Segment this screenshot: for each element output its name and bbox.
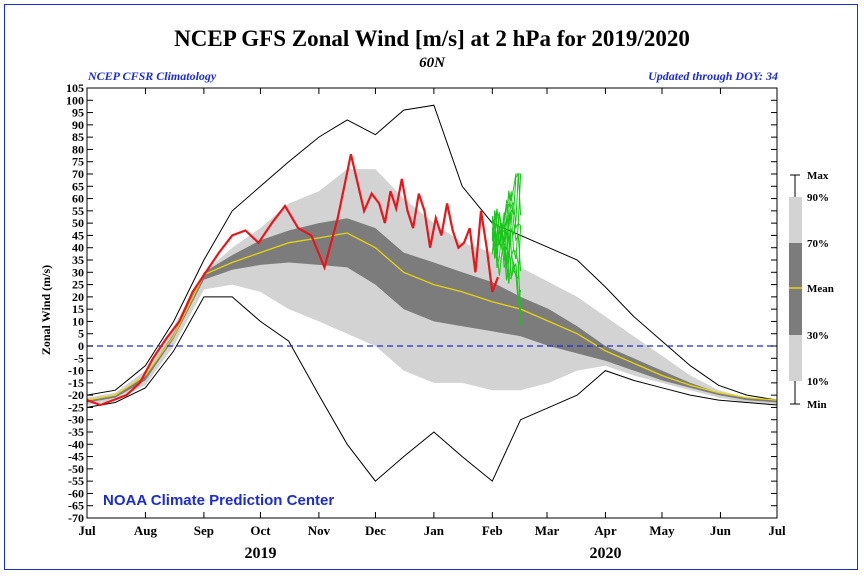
climatology-note: NCEP CFSR Climatology bbox=[87, 69, 217, 83]
credit-text: NOAA Climate Prediction Center bbox=[103, 492, 334, 509]
legend-label: Mean bbox=[807, 283, 834, 295]
y-tick-label: 35 bbox=[72, 253, 84, 267]
band-30-70 bbox=[87, 218, 777, 403]
y-tick-label: -60 bbox=[68, 486, 84, 500]
chart-title: NCEP GFS Zonal Wind [m/s] at 2 hPa for 2… bbox=[174, 26, 690, 51]
y-tick-label: -40 bbox=[68, 437, 84, 451]
y-axis-label: Zonal Wind (m/s) bbox=[39, 265, 53, 355]
y-tick-label: -15 bbox=[68, 376, 84, 390]
y-tick-label: 40 bbox=[72, 241, 84, 255]
y-tick-label: 25 bbox=[72, 278, 84, 292]
y-tick-label: -45 bbox=[68, 450, 84, 464]
ensemble-member-line bbox=[491, 173, 521, 268]
x-tick-label: Nov bbox=[308, 523, 331, 538]
x-tick-label: Feb bbox=[482, 523, 503, 538]
y-tick-label: -30 bbox=[68, 413, 84, 427]
legend-label: 30% bbox=[807, 330, 829, 342]
y-tick-label: 80 bbox=[72, 142, 84, 156]
y-tick-label: 90 bbox=[72, 118, 84, 132]
y-tick-label: 0 bbox=[78, 339, 84, 353]
max-line bbox=[86, 104, 778, 401]
y-tick-label: 45 bbox=[72, 228, 84, 242]
year-label: 2020 bbox=[589, 545, 621, 562]
x-tick-label: Jun bbox=[710, 523, 732, 538]
ensemble-member-line bbox=[491, 191, 522, 272]
legend: Max 90% 70% Mean 30% 10% Min bbox=[789, 170, 834, 411]
x-tick-label: Jul bbox=[768, 523, 786, 538]
plot-border bbox=[86, 87, 778, 519]
y-tick-label: 75 bbox=[72, 155, 84, 169]
y-tick-label: 5 bbox=[78, 327, 84, 341]
y-tick-label: -35 bbox=[68, 425, 84, 439]
axes: 1051009590858075706560555045403530252015… bbox=[66, 81, 786, 562]
x-tick-label: Mar bbox=[535, 523, 560, 538]
y-tick-label: -70 bbox=[68, 511, 84, 525]
x-tick-label: Oct bbox=[250, 523, 271, 538]
current-year-line bbox=[86, 154, 500, 407]
ensemble-member-line bbox=[491, 173, 522, 261]
x-tick-label: Apr bbox=[594, 523, 617, 538]
y-tick-label: 10 bbox=[72, 314, 84, 328]
y-tick-label: -10 bbox=[68, 364, 84, 378]
y-tick-label: 60 bbox=[72, 192, 84, 206]
y-tick-label: -20 bbox=[68, 388, 84, 402]
legend-band-30-70 bbox=[789, 243, 802, 335]
ensemble-member-line bbox=[491, 199, 522, 326]
legend-label: Max bbox=[807, 170, 829, 182]
ensemble-member-line bbox=[491, 173, 522, 284]
y-tick-label: 20 bbox=[72, 290, 84, 304]
x-tick-label: Dec bbox=[365, 523, 386, 538]
y-tick-label: 30 bbox=[72, 265, 84, 279]
legend-label: 10% bbox=[807, 376, 829, 388]
y-tick-label: -65 bbox=[68, 499, 84, 513]
y-tick-label: 65 bbox=[72, 179, 84, 193]
y-tick-label: 55 bbox=[72, 204, 84, 218]
legend-label: Min bbox=[807, 399, 827, 411]
y-tick-label: 50 bbox=[72, 216, 84, 230]
year-label: 2019 bbox=[244, 545, 276, 562]
y-tick-label: -50 bbox=[68, 462, 84, 476]
y-tick-label: -55 bbox=[68, 474, 84, 488]
chart-subtitle: 60N bbox=[419, 55, 446, 71]
y-tick-label: 15 bbox=[72, 302, 84, 316]
y-tick-label: -25 bbox=[68, 400, 84, 414]
y-tick-label: -5 bbox=[74, 351, 84, 365]
x-tick-label: Jan bbox=[424, 523, 445, 538]
legend-label: 70% bbox=[807, 238, 829, 250]
x-tick-label: May bbox=[649, 523, 675, 538]
y-tick-label: 85 bbox=[72, 130, 84, 144]
legend-label: 90% bbox=[807, 192, 829, 204]
y-tick-label: 100 bbox=[66, 93, 84, 107]
y-tick-label: 105 bbox=[66, 81, 84, 95]
x-tick-label: Sep bbox=[194, 523, 214, 538]
updated-note: Updated through DOY: 34 bbox=[648, 69, 778, 83]
ensemble-member-line bbox=[491, 208, 522, 280]
x-tick-label: Aug bbox=[134, 523, 158, 538]
percentile-bands bbox=[87, 169, 777, 405]
y-tick-label: 95 bbox=[72, 106, 84, 120]
min-line bbox=[86, 296, 778, 482]
ensemble-members bbox=[491, 173, 522, 326]
x-tick-label: Jul bbox=[78, 523, 96, 538]
y-tick-label: 70 bbox=[72, 167, 84, 181]
series-lines bbox=[86, 104, 778, 482]
